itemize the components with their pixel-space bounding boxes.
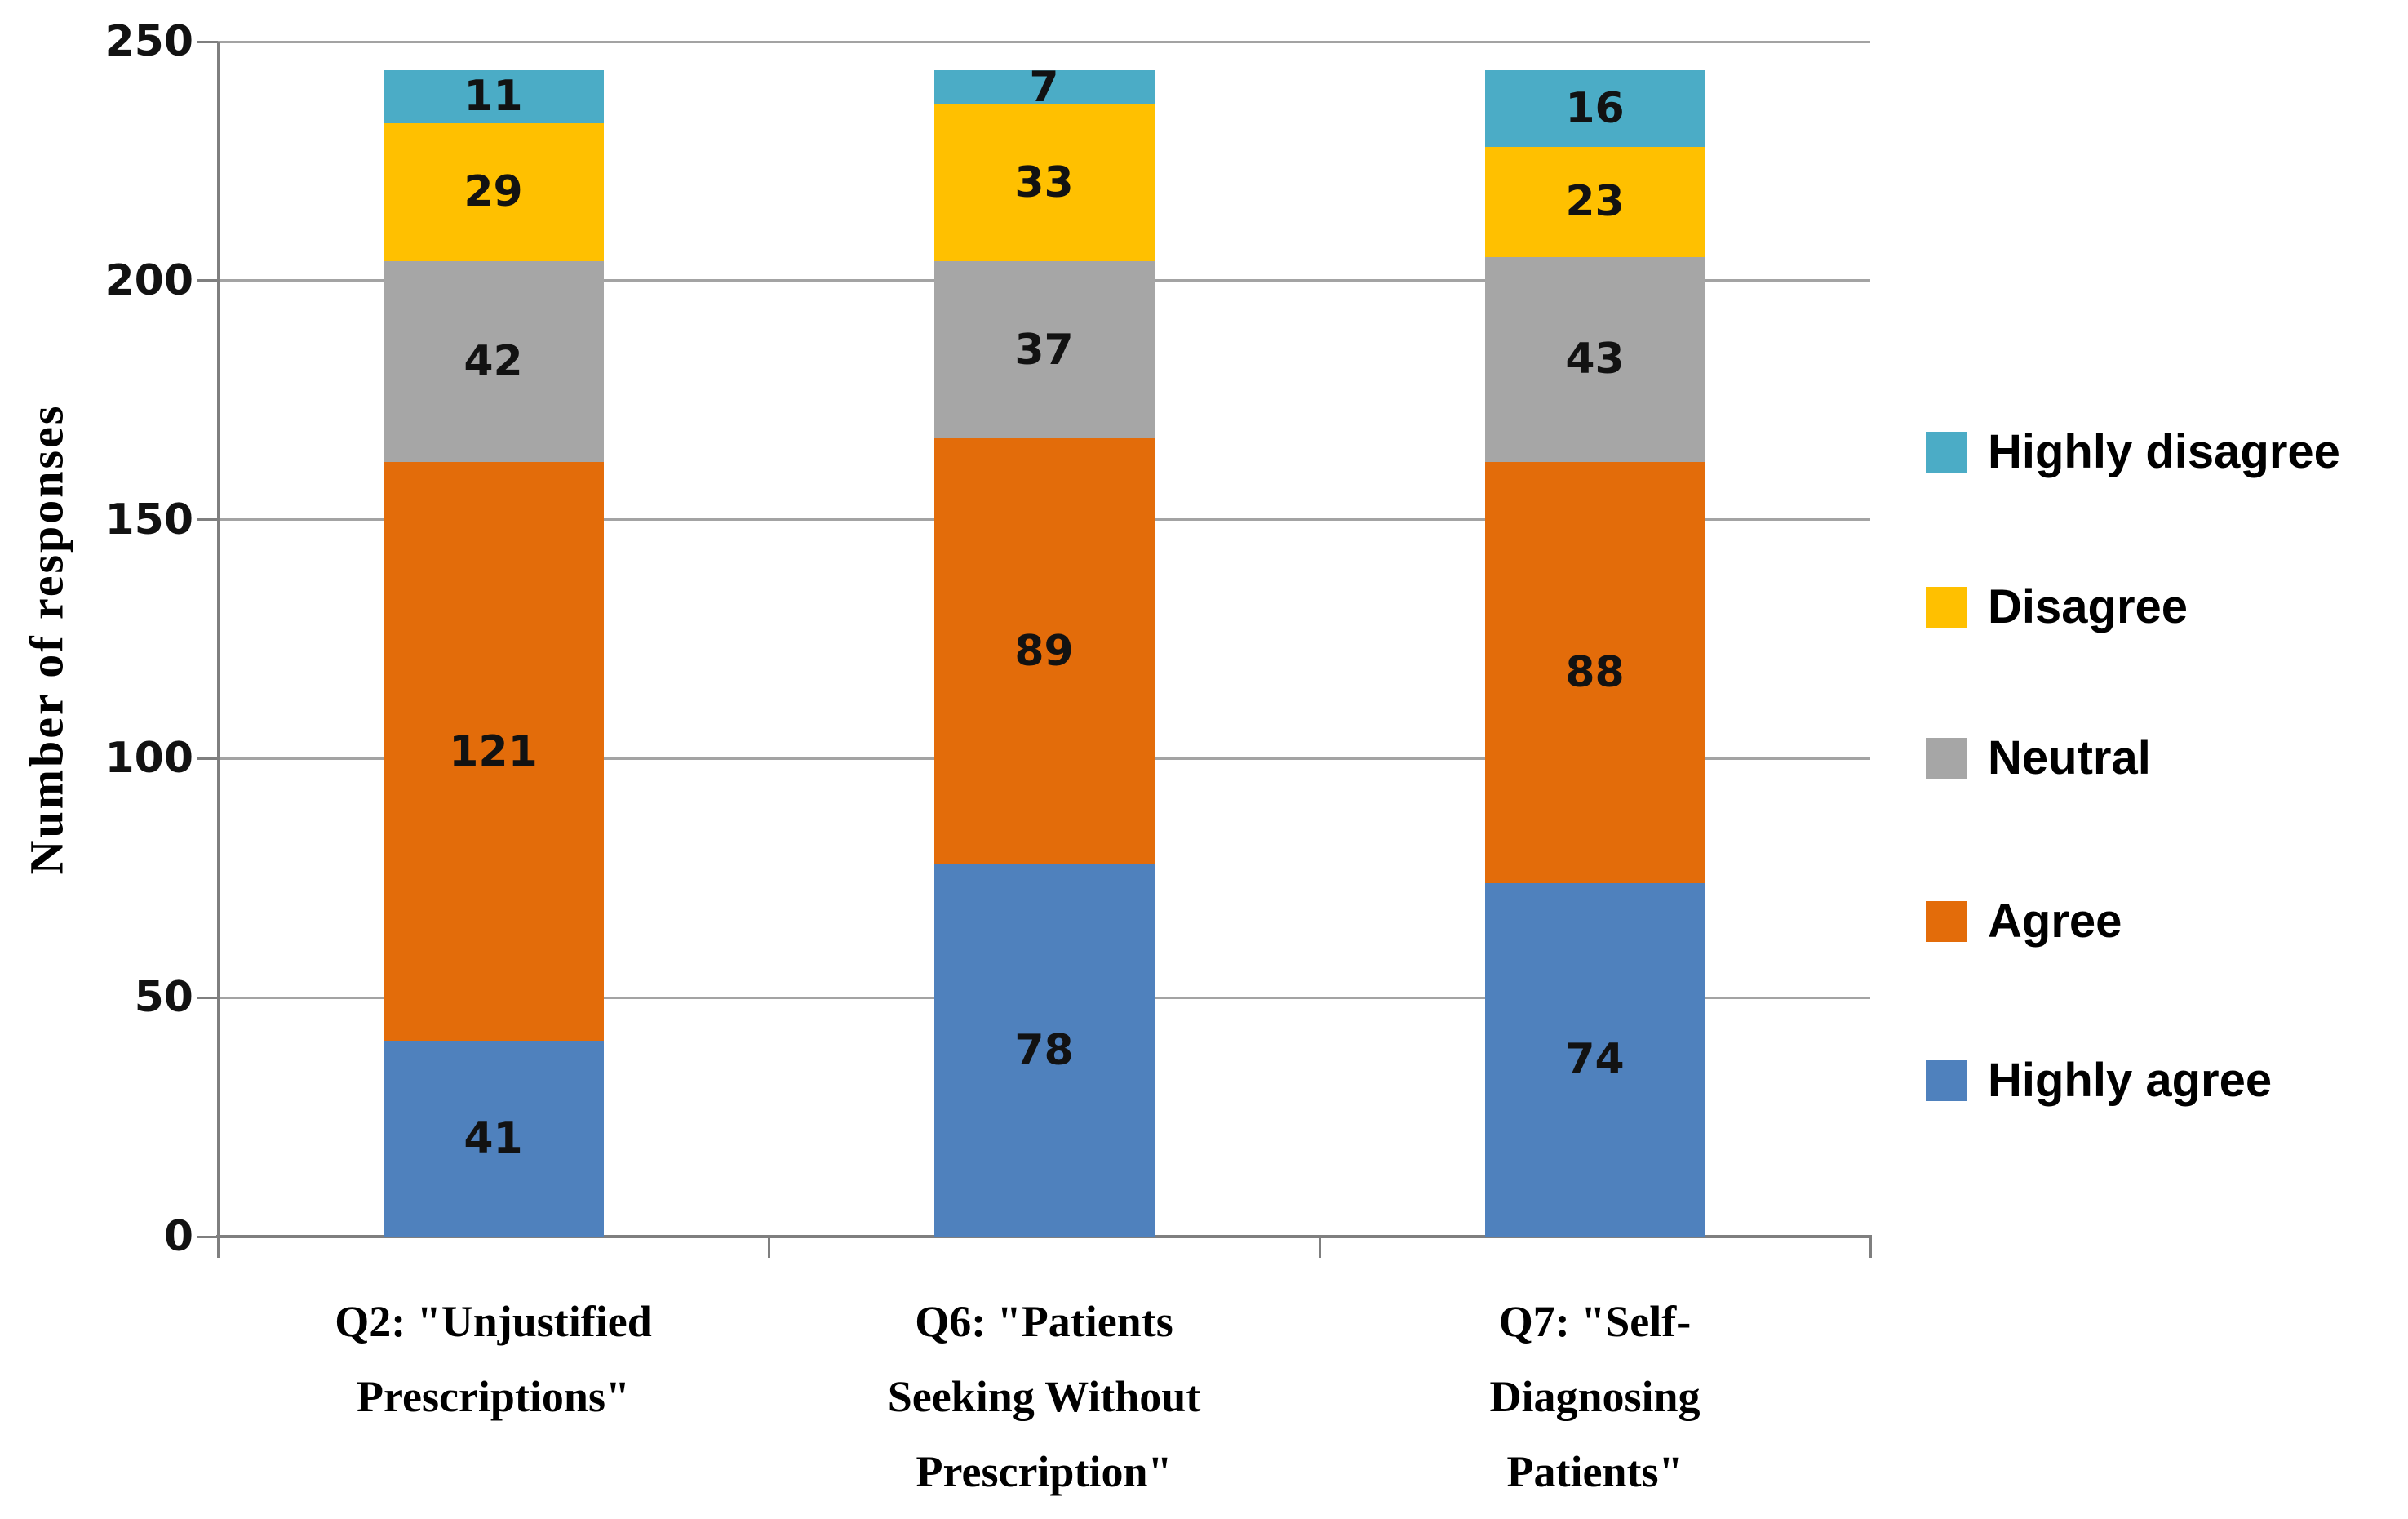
y-tick-label: 150 — [104, 495, 193, 544]
segment-label: 43 — [1565, 335, 1625, 384]
bar-segment-highly-agree: 78 — [933, 864, 1155, 1237]
bar-segment-highly-agree: 74 — [1484, 882, 1705, 1237]
legend-item-disagree: Disagree — [1926, 581, 2188, 633]
x-axis-tick — [1318, 1237, 1321, 1258]
y-tick-label: 250 — [104, 17, 193, 66]
y-tick-label: 50 — [134, 973, 193, 1023]
legend-item-neutral: Neutral — [1926, 732, 2151, 784]
legend-item-label: Highly disagree — [1988, 425, 2340, 478]
segment-label: 78 — [1014, 1025, 1074, 1075]
category-label-2: Q6: "Patients Seeking Without Prescripti… — [887, 1297, 1201, 1496]
y-axis-tick — [197, 40, 218, 43]
segment-label: 74 — [1565, 1035, 1625, 1085]
y-axis-tick — [197, 279, 218, 282]
legend-item-highly-agree: Highly agree — [1926, 1055, 2272, 1107]
legend-swatch — [1926, 1060, 1967, 1101]
category-label-3: Q7: "Self- Diagnosing Patients" — [1489, 1297, 1701, 1496]
y-axis-tick — [197, 518, 218, 522]
legend-swatch — [1926, 432, 1967, 473]
bar-segment-disagree: 29 — [383, 122, 604, 262]
legend-swatch — [1926, 901, 1967, 942]
segment-label: 29 — [463, 167, 523, 217]
segment-label: 33 — [1014, 158, 1074, 207]
segment-label: 89 — [1014, 626, 1074, 676]
category-label-1: Q2: "Unjustified Prescriptions" — [335, 1297, 652, 1421]
legend-item-highly-disagree: Highly disagree — [1926, 426, 2340, 478]
segment-label: 121 — [449, 726, 538, 776]
bar-segment-highly-disagree: 11 — [383, 70, 604, 123]
y-axis-tick — [197, 757, 218, 760]
bar-segment-agree: 89 — [933, 438, 1155, 864]
y-axis-tick — [197, 1235, 218, 1238]
bar-segment-highly-disagree: 7 — [933, 66, 1155, 109]
bar-segment-highly-agree: 41 — [383, 1040, 604, 1237]
bar-segment-agree: 88 — [1484, 462, 1705, 883]
x-axis-tick — [216, 1237, 220, 1258]
legend-swatch — [1926, 587, 1967, 628]
bar-segment-neutral: 42 — [383, 261, 604, 463]
y-tick-label: 200 — [104, 255, 193, 305]
legend-item-label: Agree — [1988, 895, 2122, 948]
y-axis-tick — [197, 996, 218, 999]
bar-segment-neutral: 37 — [933, 261, 1155, 439]
legend-item-label: Neutral — [1988, 731, 2151, 784]
gridline — [218, 40, 1870, 43]
bar-segment-highly-disagree: 16 — [1484, 70, 1705, 147]
y-axis-title: Number of responses — [20, 403, 73, 875]
y-axis-line — [217, 42, 220, 1240]
legend-swatch — [1926, 738, 1967, 779]
segment-label: 23 — [1565, 177, 1625, 227]
y-tick-label: 100 — [104, 734, 193, 784]
segment-label: 42 — [463, 337, 523, 387]
segment-label: 88 — [1565, 647, 1625, 697]
x-axis-tick — [1869, 1237, 1872, 1258]
bar-segment-neutral: 43 — [1484, 256, 1705, 463]
legend-item-label: Highly agree — [1988, 1054, 2273, 1107]
y-tick-label: 0 — [163, 1212, 193, 1261]
segment-label: 37 — [1014, 325, 1074, 375]
legend-item-label: Disagree — [1988, 580, 2188, 633]
x-axis-line — [216, 1235, 1872, 1238]
bar-segment-agree: 121 — [383, 462, 604, 1041]
segment-label: 41 — [463, 1113, 523, 1163]
legend-item-agree: Agree — [1926, 895, 2122, 948]
segment-label: 7 — [1029, 62, 1059, 112]
segment-label: 11 — [463, 72, 523, 122]
bar-segment-disagree: 33 — [933, 104, 1155, 262]
bar-segment-disagree: 23 — [1484, 146, 1705, 257]
segment-label: 16 — [1565, 83, 1625, 133]
x-axis-tick — [767, 1237, 770, 1258]
